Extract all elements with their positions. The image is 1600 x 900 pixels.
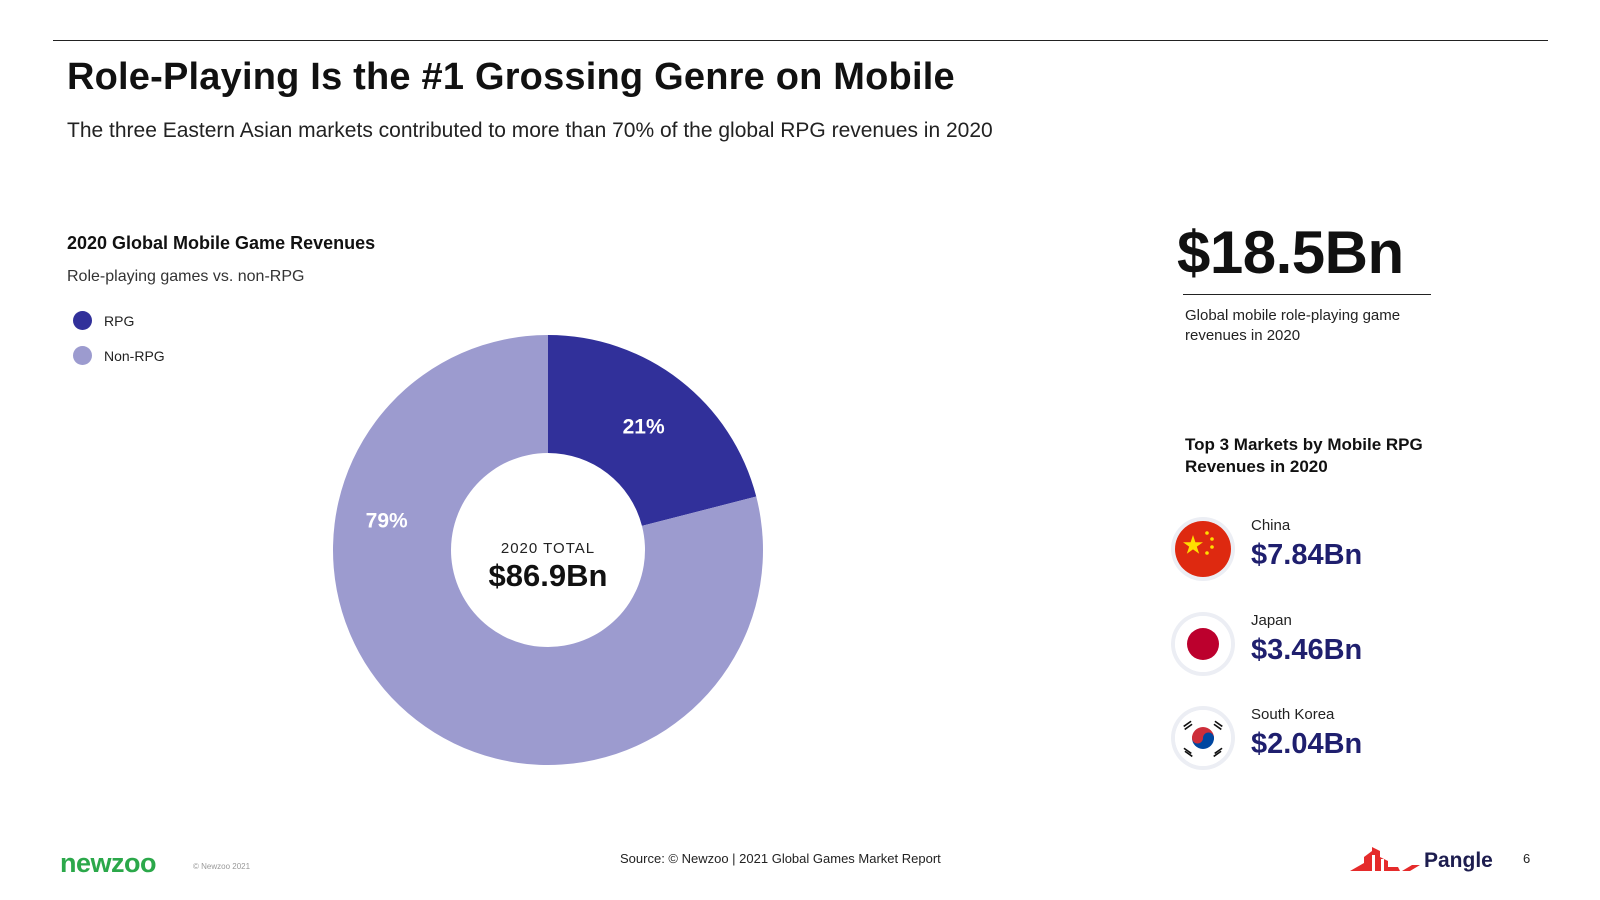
- market-south-korea: South Korea $2.04Bn: [1175, 706, 1535, 770]
- donut-slices: [333, 335, 763, 765]
- top-markets-title: Top 3 Markets by Mobile RPG Revenues in …: [1185, 435, 1423, 476]
- top-divider: [53, 40, 1548, 41]
- page-number: 6: [1523, 851, 1531, 866]
- highlight-divider: [1183, 294, 1431, 295]
- legend-item-non-rpg: Non-RPG: [73, 346, 165, 365]
- japan-flag-icon: [1175, 616, 1231, 672]
- pangle-brand: Pangle: [1424, 849, 1493, 872]
- global-rpg-revenue-value: $18.5Bn: [1177, 219, 1404, 286]
- market-value: $2.04Bn: [1251, 728, 1363, 760]
- legend-label-rpg: RPG: [104, 312, 135, 329]
- legend-swatch-non-rpg: [73, 346, 92, 365]
- china-flag-icon: [1175, 521, 1231, 577]
- market-japan: Japan $3.46Bn: [1175, 612, 1535, 676]
- south-korea-flag-icon: [1175, 710, 1231, 766]
- donut-label-rpg: 21%: [623, 416, 665, 439]
- chart-subtitle: Role-playing games vs. non-RPG: [67, 268, 305, 285]
- legend-item-rpg: RPG: [73, 311, 134, 330]
- market-name: Japan: [1251, 612, 1292, 629]
- pangle-logo-icon: [1350, 847, 1420, 871]
- page-title: Role-Playing Is the #1 Grossing Genre on…: [67, 56, 955, 98]
- market-china: China $7.84Bn: [1175, 517, 1535, 581]
- donut-center-label: 2020 TOTAL: [501, 540, 595, 557]
- donut-slice-rpg: [548, 335, 757, 526]
- legend-swatch-rpg: [73, 311, 92, 330]
- global-rpg-revenue-caption: Global mobile role-playing game revenues…: [1185, 307, 1401, 344]
- donut-slice-non-rpg: [333, 335, 763, 765]
- donut-label-non-rpg: 79%: [366, 509, 408, 532]
- source-note: Source: © Newzoo | 2021 Global Games Mar…: [620, 851, 941, 866]
- chart-title: 2020 Global Mobile Game Revenues: [67, 233, 376, 253]
- donut-chart: 21% 79% 2020 TOTAL $86.9Bn: [333, 335, 763, 765]
- copyright-text: © Newzoo 2021: [193, 862, 251, 871]
- donut-slice-labels: 21% 79%: [366, 416, 665, 533]
- market-value: $3.46Bn: [1251, 634, 1363, 666]
- market-name: South Korea: [1251, 706, 1335, 723]
- donut-center-value: $86.9Bn: [489, 558, 608, 593]
- market-value: $7.84Bn: [1251, 539, 1363, 571]
- market-name: China: [1251, 517, 1291, 534]
- page-subtitle: The three Eastern Asian markets contribu…: [67, 119, 993, 142]
- newzoo-logo: newzoo: [60, 848, 157, 878]
- legend-label-non-rpg: Non-RPG: [104, 347, 165, 364]
